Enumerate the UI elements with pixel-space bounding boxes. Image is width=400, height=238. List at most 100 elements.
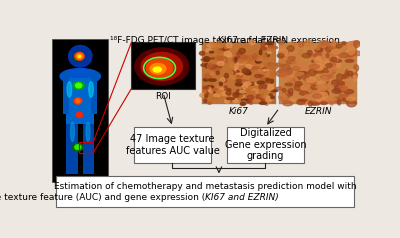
Ellipse shape (347, 71, 353, 76)
Ellipse shape (282, 70, 288, 73)
Ellipse shape (236, 90, 240, 95)
Ellipse shape (320, 49, 324, 53)
Ellipse shape (263, 54, 267, 58)
Ellipse shape (340, 84, 344, 90)
Ellipse shape (321, 75, 330, 79)
Ellipse shape (342, 74, 346, 79)
Ellipse shape (347, 97, 356, 101)
Ellipse shape (241, 94, 244, 98)
Ellipse shape (77, 54, 82, 59)
Ellipse shape (242, 85, 248, 89)
Ellipse shape (255, 74, 262, 78)
Ellipse shape (229, 71, 233, 75)
Ellipse shape (73, 54, 80, 60)
Ellipse shape (291, 99, 295, 101)
Ellipse shape (229, 98, 232, 103)
Ellipse shape (318, 92, 328, 99)
Ellipse shape (225, 99, 230, 103)
Ellipse shape (265, 65, 268, 67)
Ellipse shape (279, 94, 286, 100)
Ellipse shape (240, 55, 248, 60)
Ellipse shape (260, 67, 267, 69)
Ellipse shape (260, 47, 266, 50)
Ellipse shape (314, 87, 318, 90)
Ellipse shape (313, 54, 319, 57)
Ellipse shape (253, 90, 257, 94)
Ellipse shape (242, 60, 244, 65)
Ellipse shape (295, 81, 302, 87)
Ellipse shape (329, 101, 334, 104)
Ellipse shape (235, 64, 238, 68)
Bar (56, 176, 354, 207)
Ellipse shape (222, 92, 229, 96)
Text: EZRIN: EZRIN (304, 107, 332, 116)
Ellipse shape (267, 63, 274, 66)
Ellipse shape (235, 58, 237, 61)
Ellipse shape (316, 85, 325, 89)
Ellipse shape (326, 64, 332, 68)
Ellipse shape (326, 47, 331, 52)
Ellipse shape (217, 50, 222, 53)
Ellipse shape (265, 42, 272, 45)
Ellipse shape (344, 89, 354, 94)
Ellipse shape (217, 91, 222, 93)
Ellipse shape (300, 91, 308, 95)
Ellipse shape (336, 74, 343, 81)
Ellipse shape (295, 72, 304, 75)
Ellipse shape (306, 78, 316, 82)
Ellipse shape (297, 100, 305, 105)
Ellipse shape (312, 94, 322, 98)
Ellipse shape (280, 90, 287, 96)
Ellipse shape (210, 67, 213, 69)
Ellipse shape (248, 67, 254, 72)
Ellipse shape (276, 70, 283, 76)
Ellipse shape (348, 42, 354, 48)
Ellipse shape (326, 54, 329, 59)
Ellipse shape (303, 86, 311, 93)
Ellipse shape (218, 45, 220, 47)
Ellipse shape (230, 75, 236, 79)
Ellipse shape (315, 49, 322, 51)
Bar (66, 78, 94, 124)
Ellipse shape (238, 93, 242, 95)
Ellipse shape (288, 81, 294, 85)
Ellipse shape (345, 60, 354, 62)
Ellipse shape (285, 76, 292, 80)
Ellipse shape (232, 57, 238, 62)
Ellipse shape (339, 53, 349, 58)
Ellipse shape (298, 61, 302, 67)
Ellipse shape (330, 44, 337, 47)
Ellipse shape (287, 93, 292, 96)
Ellipse shape (286, 75, 294, 80)
Ellipse shape (261, 42, 265, 46)
Ellipse shape (307, 50, 312, 55)
Ellipse shape (271, 96, 274, 99)
Ellipse shape (328, 44, 335, 49)
Ellipse shape (218, 57, 225, 62)
Ellipse shape (267, 85, 274, 90)
Ellipse shape (240, 102, 244, 106)
Ellipse shape (290, 60, 298, 64)
Ellipse shape (320, 84, 327, 91)
Ellipse shape (239, 59, 245, 61)
Bar (66, 124, 78, 174)
Ellipse shape (210, 72, 214, 75)
Ellipse shape (89, 82, 94, 97)
Ellipse shape (256, 95, 262, 99)
Ellipse shape (354, 65, 358, 71)
Ellipse shape (328, 74, 333, 77)
Ellipse shape (339, 94, 344, 98)
Ellipse shape (235, 56, 240, 61)
Ellipse shape (292, 60, 295, 64)
Ellipse shape (256, 59, 262, 61)
Ellipse shape (231, 96, 238, 99)
Ellipse shape (236, 52, 242, 55)
Ellipse shape (248, 64, 254, 67)
Text: ROI: ROI (155, 92, 171, 101)
Ellipse shape (248, 82, 254, 85)
Bar (80, 142, 94, 153)
Ellipse shape (208, 83, 213, 88)
Ellipse shape (315, 48, 323, 52)
Ellipse shape (333, 43, 338, 46)
Ellipse shape (251, 92, 256, 93)
